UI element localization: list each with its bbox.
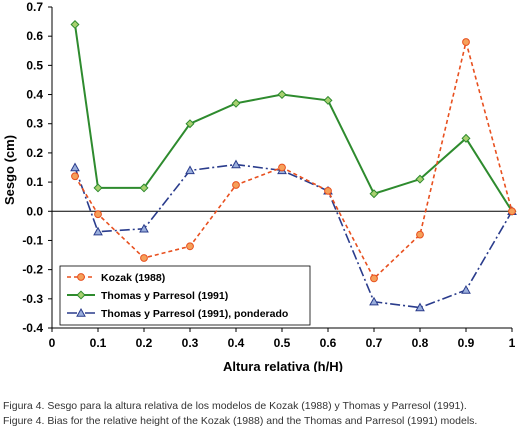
x-tick-label: 0.7 [366,336,383,350]
legend-label: Thomas y Parresol (1991) [101,290,228,302]
y-tick-label: 0.3 [26,117,43,131]
x-tick-label: 0.3 [182,336,199,350]
legend-label: Thomas y Parresol (1991), ponderado [101,308,288,320]
data-point [231,159,241,169]
series-line [74,163,513,309]
x-tick-label: 0.2 [136,336,153,350]
data-point [70,162,80,172]
y-axis-label: Sesgo (cm) [2,135,17,205]
data-point [94,210,102,219]
x-tick-label: 0 [49,336,56,350]
caption-english: Figure 4. Bias for the relative height o… [3,415,478,427]
x-tick-label: 0.9 [458,336,475,350]
y-tick-label: 0.1 [26,175,43,189]
x-axis-label: Altura relativa (h/H) [223,359,343,372]
data-point [323,95,333,105]
legend-entry: Kozak (1988) [67,272,165,284]
data-point [461,133,471,143]
bias-line-chart: 0.7 0.6 0.5 0.4 0.3 0.2 0.1 0.0 -0.1 -0.2 -0.3 -0.4… [2,0,517,372]
chart-legend: Kozak (1988) Thomas y Parresol (1991) Thom… [59,265,311,326]
data-point [185,119,195,129]
y-tick-label: -0.3 [22,292,43,306]
series-1 [70,20,517,216]
data-point [185,165,195,175]
y-tick-label: 0.2 [26,146,43,160]
data-point [508,207,516,216]
x-tick-label: 0.6 [320,336,337,350]
data-point [232,181,240,189]
series-line [74,41,513,280]
data-point [93,226,103,236]
data-point [415,302,425,312]
data-point [76,290,86,300]
y-tick-label: 0.5 [26,58,43,72]
data-point [370,274,378,283]
data-point [76,307,86,317]
data-point [77,273,85,281]
series-0 [71,38,516,283]
y-tick-label: 0.7 [26,0,43,14]
data-point [93,183,103,193]
x-tick-label: 0.1 [90,336,107,350]
data-point [139,223,149,233]
data-point [461,285,471,294]
data-point [369,296,379,306]
data-point [278,163,286,172]
y-tick-label: -0.4 [22,321,43,335]
x-tick-label: 0.8 [412,336,429,350]
data-point [186,242,194,251]
legend-label: Kozak (1988) [101,272,165,284]
y-axis-ticks: 0.7 0.6 0.5 0.4 0.3 0.2 0.1 0.0 -0.1 -0.2 -0.3 -0.4 [22,0,52,335]
chart-series [70,20,517,312]
y-tick-label: 0.4 [26,88,43,102]
data-point [71,172,79,181]
caption-spanish: Figura 4. Sesgo para la altura relativa … [3,400,467,412]
y-tick-label: -0.2 [22,263,43,277]
data-point [462,38,470,46]
x-tick-label: 0.4 [228,336,245,350]
data-point [231,98,241,108]
y-tick-label: -0.1 [22,233,43,247]
data-point [140,254,148,262]
legend-entry: Thomas y Parresol (1991), ponderado [67,307,288,320]
data-point [416,230,424,239]
data-point [324,186,332,195]
data-point [139,183,149,193]
legend-entry: Thomas y Parresol (1991) [67,290,228,302]
x-tick-label: 0.5 [274,336,291,350]
legend-box [59,265,311,326]
data-point [369,189,379,199]
x-axis-ticks: 0 0.1 0.2 0.3 0.4 0.5 0.6 0.7 0.8 0.9 1 [49,328,516,350]
data-point [415,174,425,184]
data-point [70,20,80,30]
y-tick-label: 0.0 [26,204,43,218]
x-tick-label: 1 [509,336,516,350]
series-line [74,24,513,212]
data-point [277,90,287,100]
y-tick-label: 0.6 [26,29,43,43]
